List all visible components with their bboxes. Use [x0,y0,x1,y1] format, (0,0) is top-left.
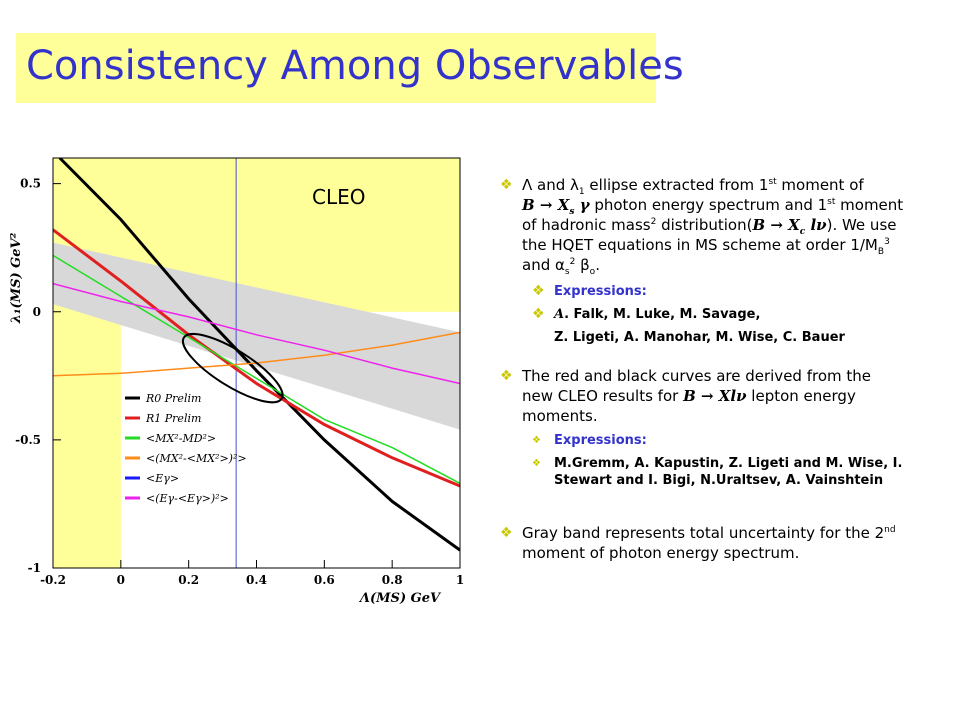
x-tick-label: 0.6 [314,573,335,587]
text: Gray band represents total uncertainty f… [522,524,885,542]
legend-label: R1 Prelim [145,412,201,425]
text: and [532,176,571,194]
sub-authors-3: ❖ M.Gremm, A. Kapustin, Z. Ligeti and M.… [532,455,940,489]
lnu: lν [730,387,747,405]
sup: st [827,197,836,207]
text: The red and black curves are derived fro… [522,367,871,385]
text: M.Gremm, A. Kapustin, Z. Ligeti and M. W… [554,456,903,488]
text: of hadronic mass [522,216,651,234]
sub: s [569,207,575,217]
x-tick-label: 0.2 [178,573,199,587]
decay-b-x: B → X [683,387,731,405]
lambda-symbol: Λ [522,176,533,194]
text: photon energy spectrum and 1 [589,196,828,214]
ellipse [181,332,284,404]
text: Expressions: [554,433,647,448]
sub: s [564,267,570,277]
sub-expressions-2: ❖ Expressions: [532,432,940,449]
legend-label: <Eγ> [146,472,179,485]
series-line-4 [53,282,460,385]
x-tick-label: 0.8 [382,573,403,587]
lnu: lν [805,216,827,234]
bullet-icon: ❖ [500,368,513,384]
x-axis-label: Λ(MS) GeV [358,591,442,606]
x-tick-label: 1 [456,573,464,587]
legend-label: <(Eγ-<Eγ>)²> [146,492,229,505]
legend-label: R0 Prelim [145,392,201,405]
bullet-icon: ❖ [532,283,545,299]
y-tick-label: 0 [33,305,41,319]
legend-label: <(MX²-<MX²>)²> [146,452,247,465]
beta: β [575,256,590,274]
gamma: γ [574,196,590,214]
text: A [554,307,565,322]
sub: B [877,247,885,257]
lambda1-symbol: λ [570,176,579,194]
text: ). We use [826,216,897,234]
bullet-icon: ❖ [500,177,513,193]
text: moments. [522,407,598,425]
text: moment of [776,176,864,194]
sub-authors-2: Z. Ligeti, A. Manohar, M. Wise, C. Bauer [532,329,940,346]
text: and [522,256,555,274]
y-tick-label: -0.5 [15,433,41,447]
text: Expressions: [554,284,647,299]
y-axis-label: λ₁(MS) GeV² [9,232,24,324]
text: distribution( [656,216,753,234]
lambda1-sub: 1 [578,187,585,197]
decay-b-xc: B → X [752,216,800,234]
text: . Falk, M. Luke, M. Savage, [564,307,761,322]
bullet-icon: ❖ [532,458,541,469]
bullet-icon: ❖ [532,306,545,322]
bullet-ellipse: ❖ Λ and λ1 ellipse extracted from 1st mo… [500,175,940,277]
sup: nd [884,525,896,535]
cleo-label: CLEO [312,185,366,209]
series-line-2 [53,254,460,485]
plot-area [53,158,460,568]
text: lepton energy [746,387,856,405]
slide-title: Consistency Among Observables [26,43,684,89]
x-tick-label: 0.4 [246,573,267,587]
sup: st [768,177,777,187]
sub: c [799,227,806,237]
text-column: ❖ Λ and λ1 ellipse extracted from 1st mo… [500,175,940,563]
text: the HQET equations in MS scheme at order… [522,236,878,254]
bullet-icon: ❖ [500,525,513,541]
sub: o [589,267,596,277]
decay-b-xs: B → X [522,196,570,214]
bullet-curves: ❖ The red and black curves are derived f… [500,366,940,426]
chart: CLEO -0.2 0 0.2 0.4 0.6 0.8 1 0.5 0 -0.5 -1 Λ(MS) Ge… [9,157,464,606]
text: ellipse extracted from 1 [584,176,769,194]
sup: 2 [569,257,576,267]
legend-label: <MX²-MD²> [146,432,216,445]
series-line-0 [58,158,460,552]
alpha: α [555,256,565,274]
bullet-gray-band: ❖ Gray band represents total uncertainty… [500,523,940,563]
series-line-1 [53,228,460,488]
text: moment [835,196,904,214]
text: . [595,256,600,274]
sub-expressions-1: ❖ Expressions: [532,283,940,300]
text: Z. Ligeti, A. Manohar, M. Wise, C. Bauer [554,330,845,345]
sup: 3 [884,237,890,247]
y-tick-label: 0.5 [20,177,41,191]
y-tick-label: -1 [28,561,41,575]
sub-authors-1: ❖ A. Falk, M. Luke, M. Savage, [532,306,940,323]
text: moment of photon energy spectrum. [522,544,800,562]
sup: 2 [650,217,657,227]
uncertainty-band [53,242,460,430]
text: new CLEO results for [522,387,684,405]
x-tick-label: 0 [117,573,125,587]
x-tick-label: -0.2 [40,573,66,587]
bullet-icon: ❖ [532,435,541,446]
title-banner: Consistency Among Observables [16,33,684,103]
